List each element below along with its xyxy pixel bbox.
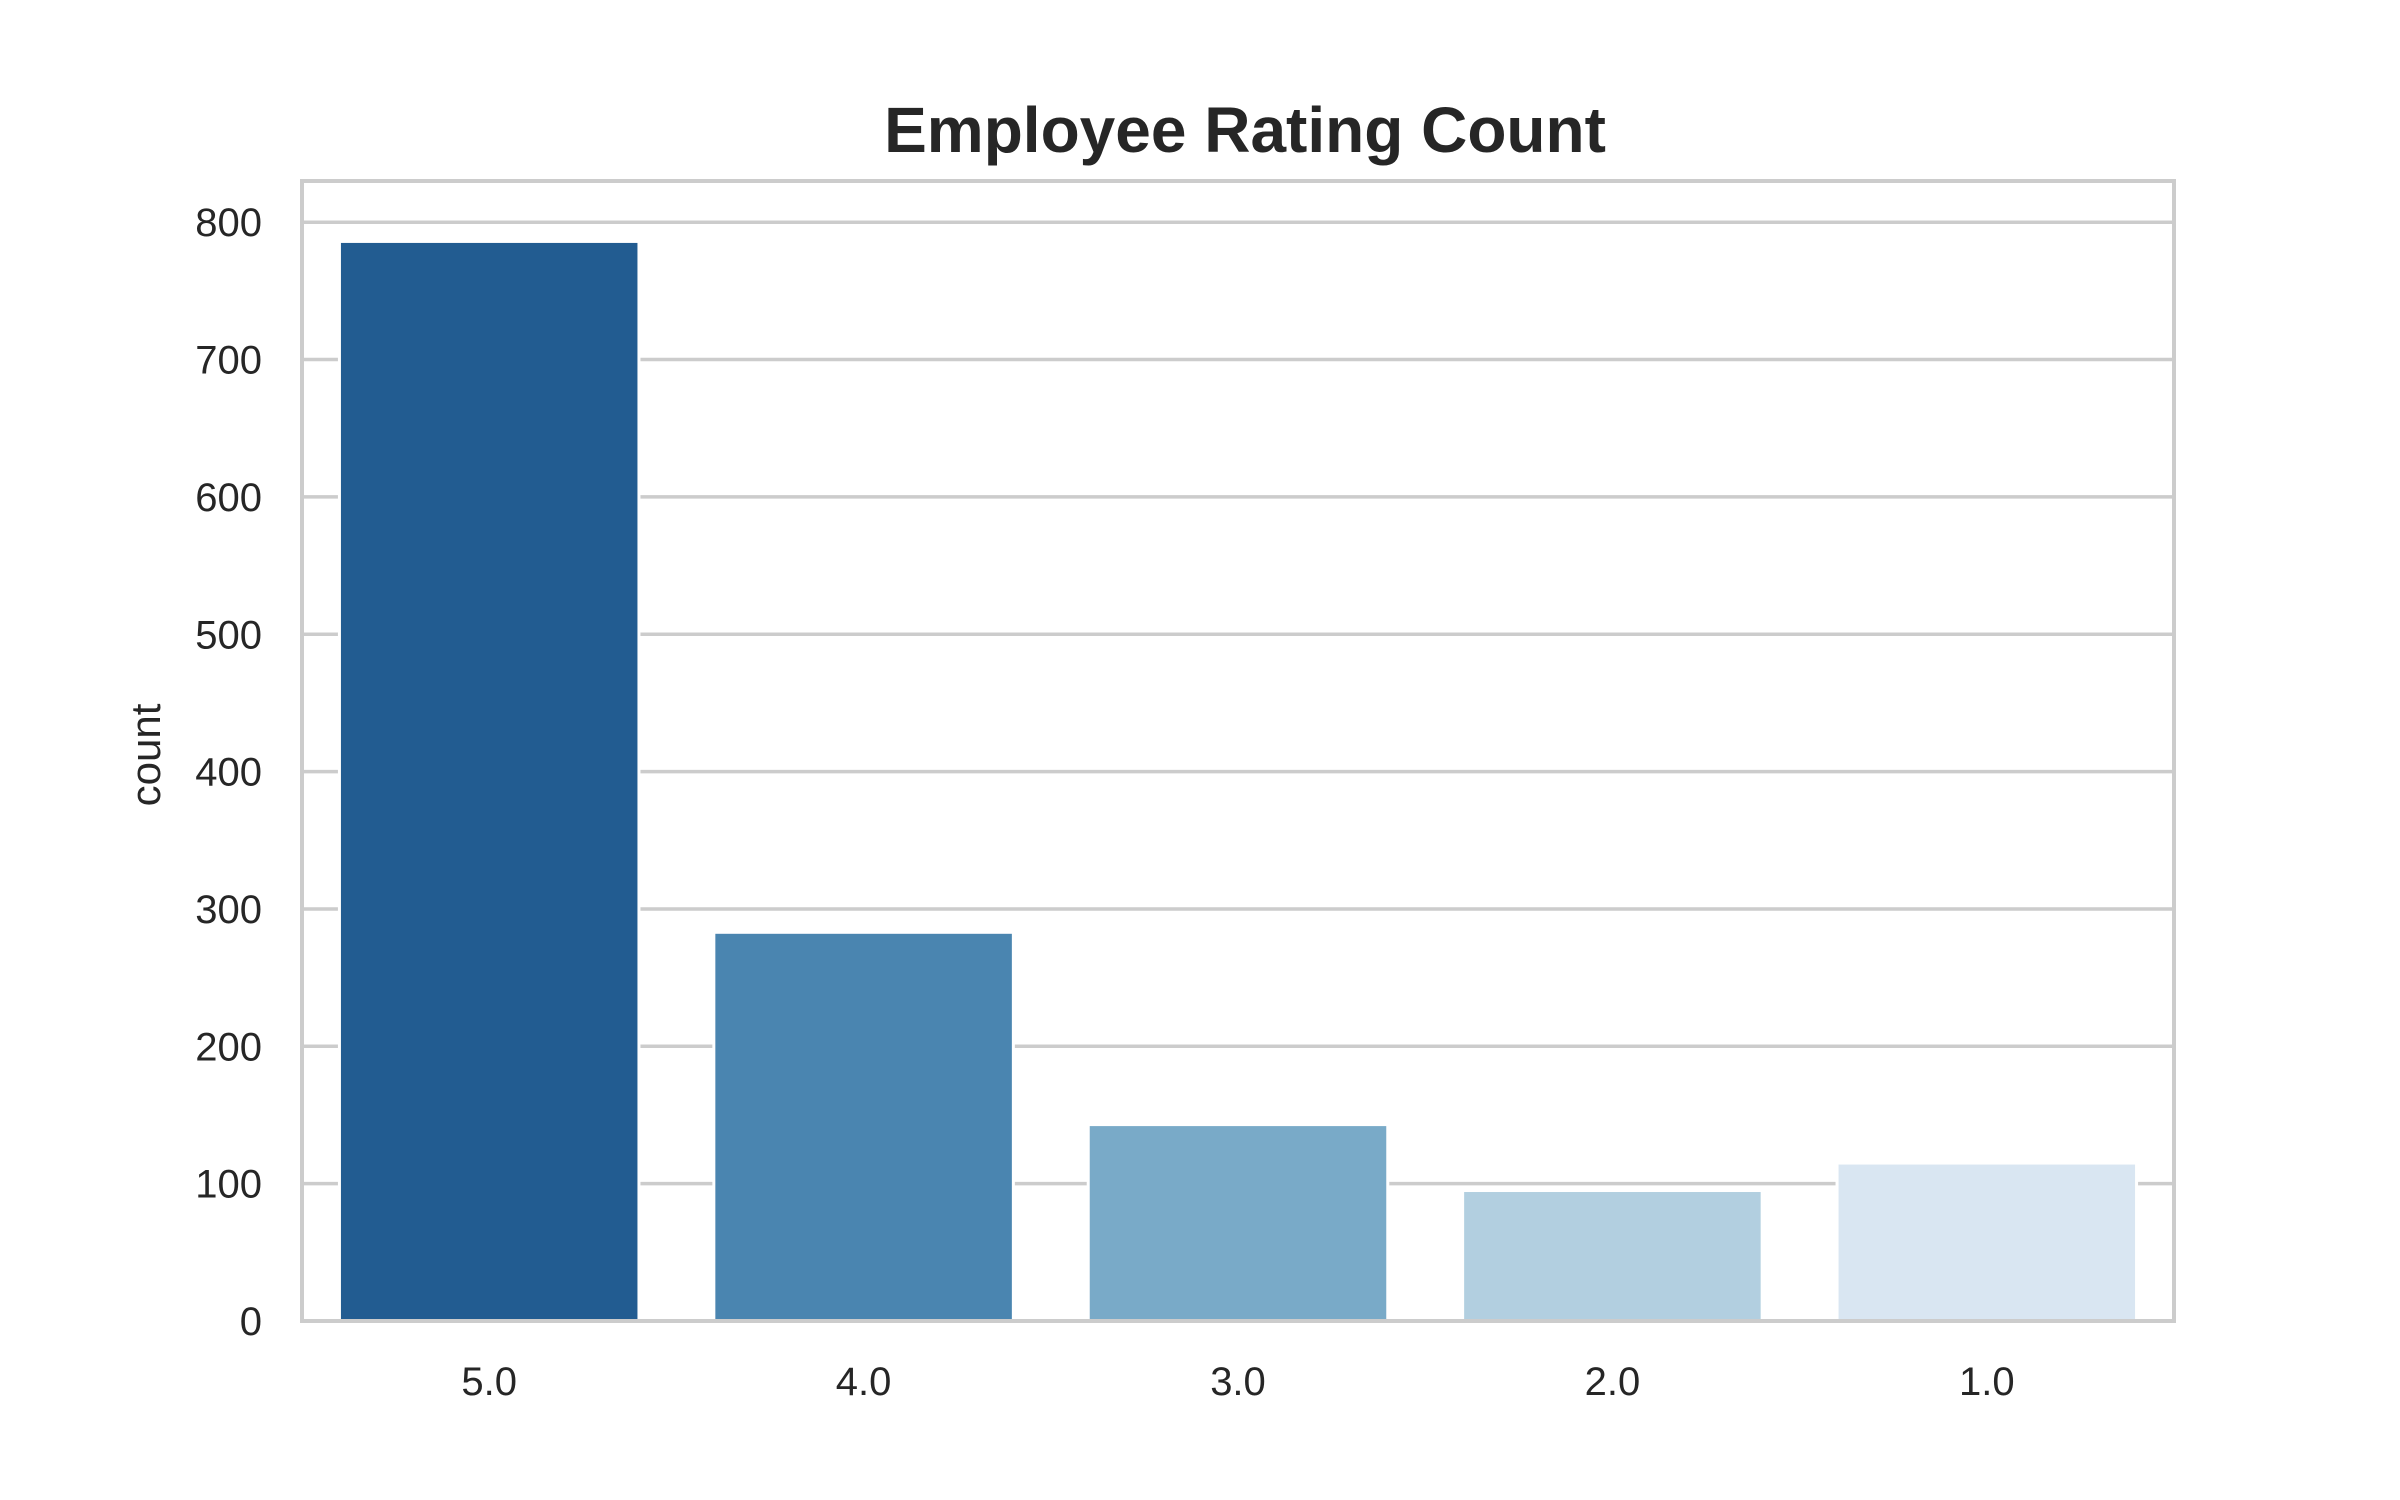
y-tick-label: 0	[240, 1300, 262, 1344]
bar-3.0	[1086, 1123, 1390, 1323]
y-tick-label: 500	[195, 613, 262, 657]
chart-title: Employee Rating Count	[884, 94, 1606, 166]
y-tick-label: 200	[195, 1025, 262, 1069]
bar-4.0	[712, 930, 1015, 1323]
y-tick-label: 400	[195, 751, 262, 795]
x-tick-labels: 5.0 4.0 3.0 2.0 1.0	[461, 1360, 2014, 1404]
x-tick-label: 4.0	[836, 1360, 892, 1404]
y-tick-labels: 0 100 200 300 400 500 600 700 800	[195, 201, 262, 1344]
y-tick-label: 800	[195, 201, 262, 245]
y-tick-label: 700	[195, 339, 262, 383]
x-tick-label: 5.0	[461, 1360, 517, 1404]
y-tick-label: 100	[195, 1163, 262, 1207]
bar-1.0	[1835, 1161, 2139, 1323]
y-axis-label: count	[122, 703, 169, 806]
bar-2.0	[1461, 1189, 1764, 1323]
bar-5.0	[337, 239, 641, 1323]
x-tick-label: 1.0	[1959, 1360, 2015, 1404]
y-tick-label: 600	[195, 476, 262, 520]
bars	[337, 239, 2139, 1323]
y-tick-label: 300	[195, 888, 262, 932]
plot-frame	[300, 179, 2176, 1323]
x-tick-label: 3.0	[1210, 1360, 1266, 1404]
x-tick-label: 2.0	[1585, 1360, 1641, 1404]
